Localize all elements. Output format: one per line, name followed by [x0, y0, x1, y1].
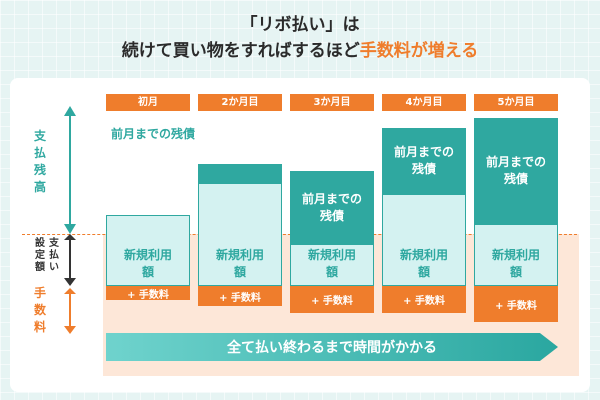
limit-axis-label-col2: 設定額	[35, 238, 45, 273]
title-line2-highlight: 手数料が増える	[359, 41, 479, 61]
balance-axis-label: 支払残高	[33, 129, 46, 194]
new-usage-text-5: 新規利用額	[491, 248, 540, 279]
prev-balance-label-1: 前月までの残債	[110, 127, 195, 141]
title-line1: 「リボ払い」は	[240, 15, 360, 35]
new-usage-box-3: 新規利用額	[290, 244, 374, 286]
limit-axis-label-col1: 支払い	[49, 238, 59, 273]
time-banner-text: 全て払い終わるまで時間がかかる	[227, 340, 437, 356]
prev-balance-box-4: 前月までの残債	[382, 128, 466, 194]
prev-balance-text-3: 前月までの残債	[302, 191, 363, 223]
new-usage-box-4: 新規利用額	[382, 194, 466, 286]
month-header-4: 4か月目	[382, 94, 466, 111]
prev-balance-box-2	[198, 164, 282, 183]
fee-box-2: + 手数料	[198, 286, 282, 306]
new-usage-box-2: 新規利用額	[198, 183, 282, 286]
new-usage-text-1: 新規利用額	[123, 248, 172, 279]
month-header-3: 3か月目	[290, 94, 374, 111]
diagram-panel: 支払残高 支払い 設定額 手数料 初月 2か月目 3か月目 4か月目 5か月目 …	[10, 78, 590, 392]
prev-balance-text-4: 前月までの残債	[394, 145, 455, 176]
new-usage-box-5: 新規利用額	[474, 224, 558, 286]
fee-box-1: + 手数料	[106, 286, 190, 301]
axis-arrows	[64, 106, 76, 334]
fee-box-5: + 手数料	[474, 286, 558, 322]
fee-box-4: + 手数料	[382, 286, 466, 313]
time-banner: 全て払い終わるまで時間がかかる	[106, 333, 558, 361]
title-line2: 続けて買い物をすればするほど手数料が増える	[0, 36, 600, 61]
new-usage-text-4: 新規利用額	[399, 248, 448, 279]
month-header-1: 初月	[106, 94, 190, 111]
fee-axis-label: 手数料	[33, 286, 46, 334]
new-usage-text-3: 新規利用額	[307, 248, 356, 279]
new-usage-box-1: 新規利用額	[106, 215, 190, 286]
new-usage-text-2: 新規利用額	[215, 248, 264, 279]
prev-balance-box-5: 前月までの残債	[474, 118, 558, 224]
title-line2-prefix: 続けて買い物をすればするほど	[121, 41, 360, 61]
prev-balance-text-5: 前月までの残債	[486, 155, 547, 186]
prev-balance-box-3: 前月までの残債	[290, 171, 374, 244]
month-header-5: 5か月目	[474, 94, 558, 111]
fee-box-3: + 手数料	[290, 286, 374, 313]
month-header-2: 2か月目	[198, 94, 282, 111]
